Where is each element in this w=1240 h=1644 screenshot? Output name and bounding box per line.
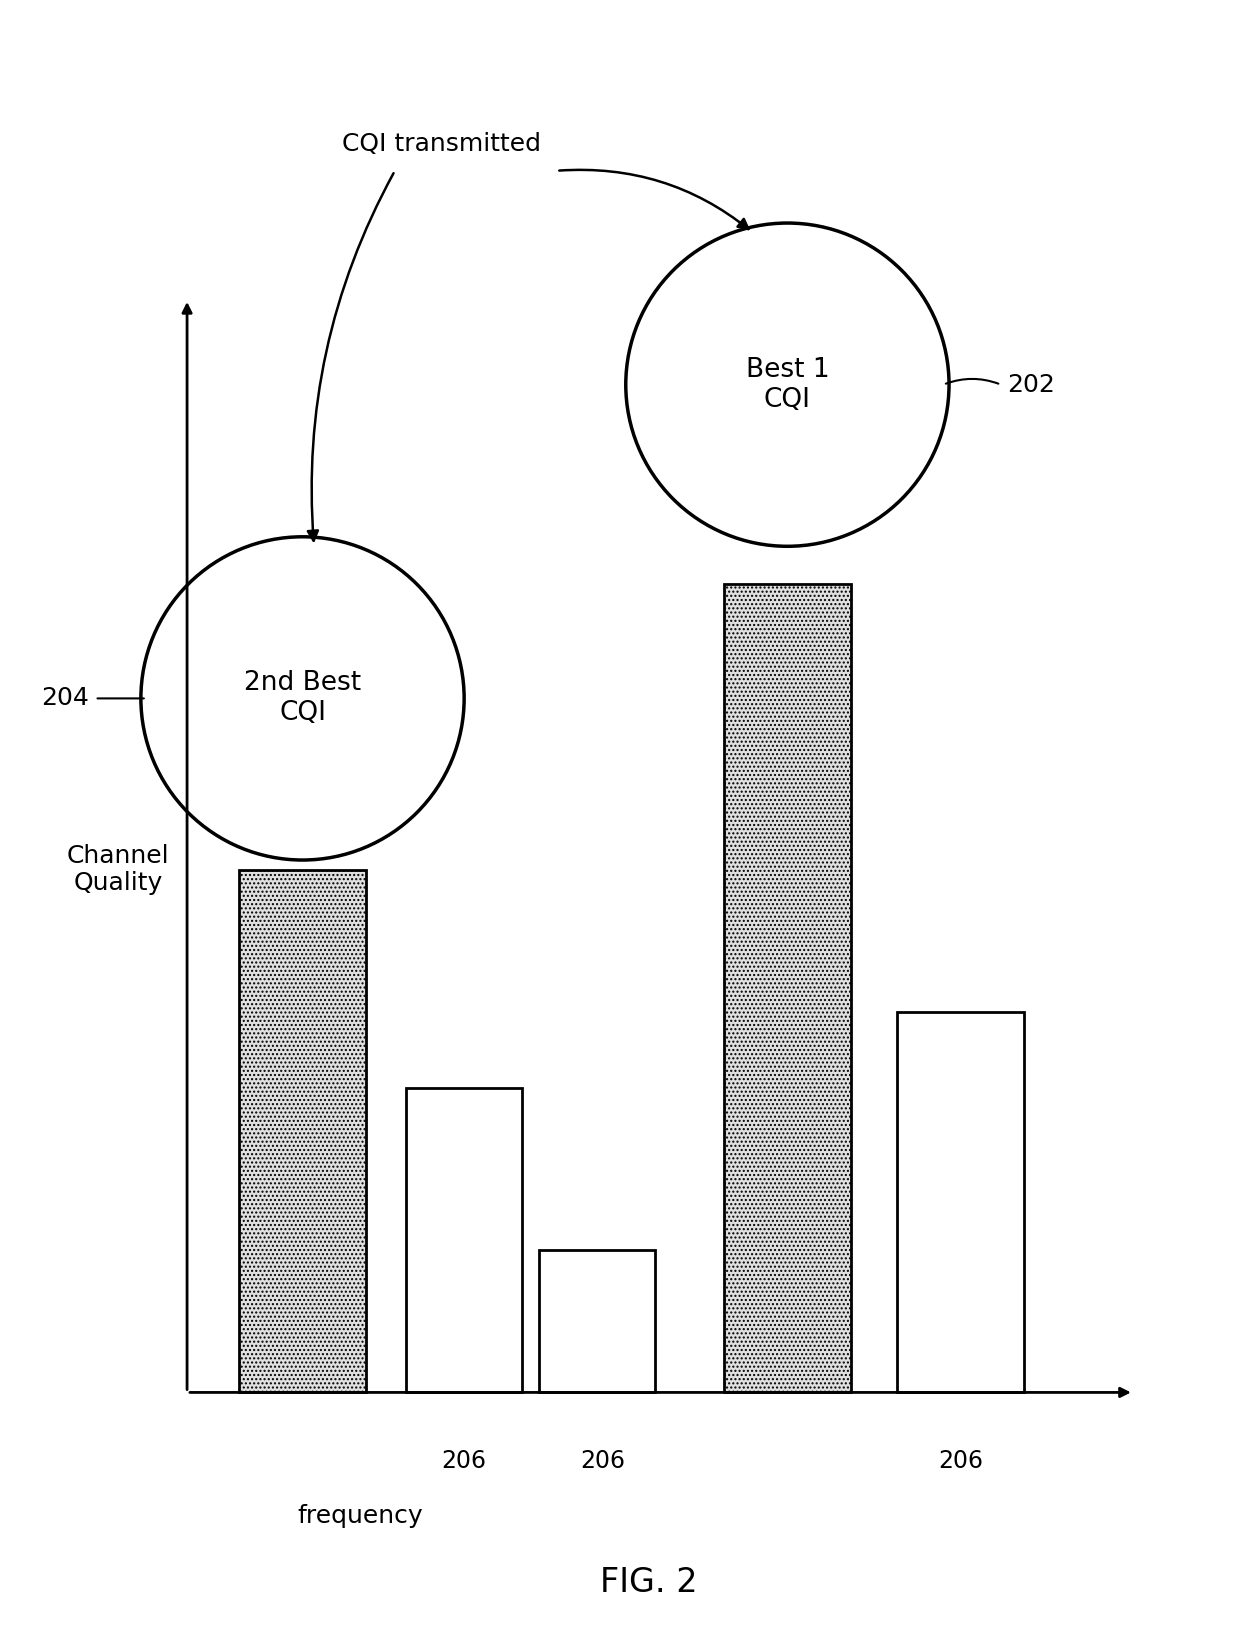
Text: 202: 202 bbox=[1007, 373, 1055, 396]
Text: frequency: frequency bbox=[298, 1504, 423, 1527]
Ellipse shape bbox=[141, 538, 464, 860]
Text: 206: 206 bbox=[580, 1450, 625, 1473]
Bar bbox=[539, 1249, 655, 1392]
Text: CQI transmitted: CQI transmitted bbox=[341, 133, 541, 156]
Bar bbox=[897, 1013, 1024, 1392]
Bar bbox=[407, 1088, 522, 1392]
Bar bbox=[724, 584, 851, 1392]
Text: 206: 206 bbox=[939, 1450, 983, 1473]
Text: Channel
Quality: Channel Quality bbox=[67, 843, 169, 896]
Bar bbox=[239, 870, 366, 1392]
Text: 2nd Best
CQI: 2nd Best CQI bbox=[244, 671, 361, 727]
Text: Best 1
CQI: Best 1 CQI bbox=[745, 357, 830, 413]
Ellipse shape bbox=[626, 224, 949, 546]
Text: 206: 206 bbox=[441, 1450, 486, 1473]
Text: FIG. 2: FIG. 2 bbox=[600, 1567, 698, 1600]
Text: 204: 204 bbox=[41, 687, 89, 710]
